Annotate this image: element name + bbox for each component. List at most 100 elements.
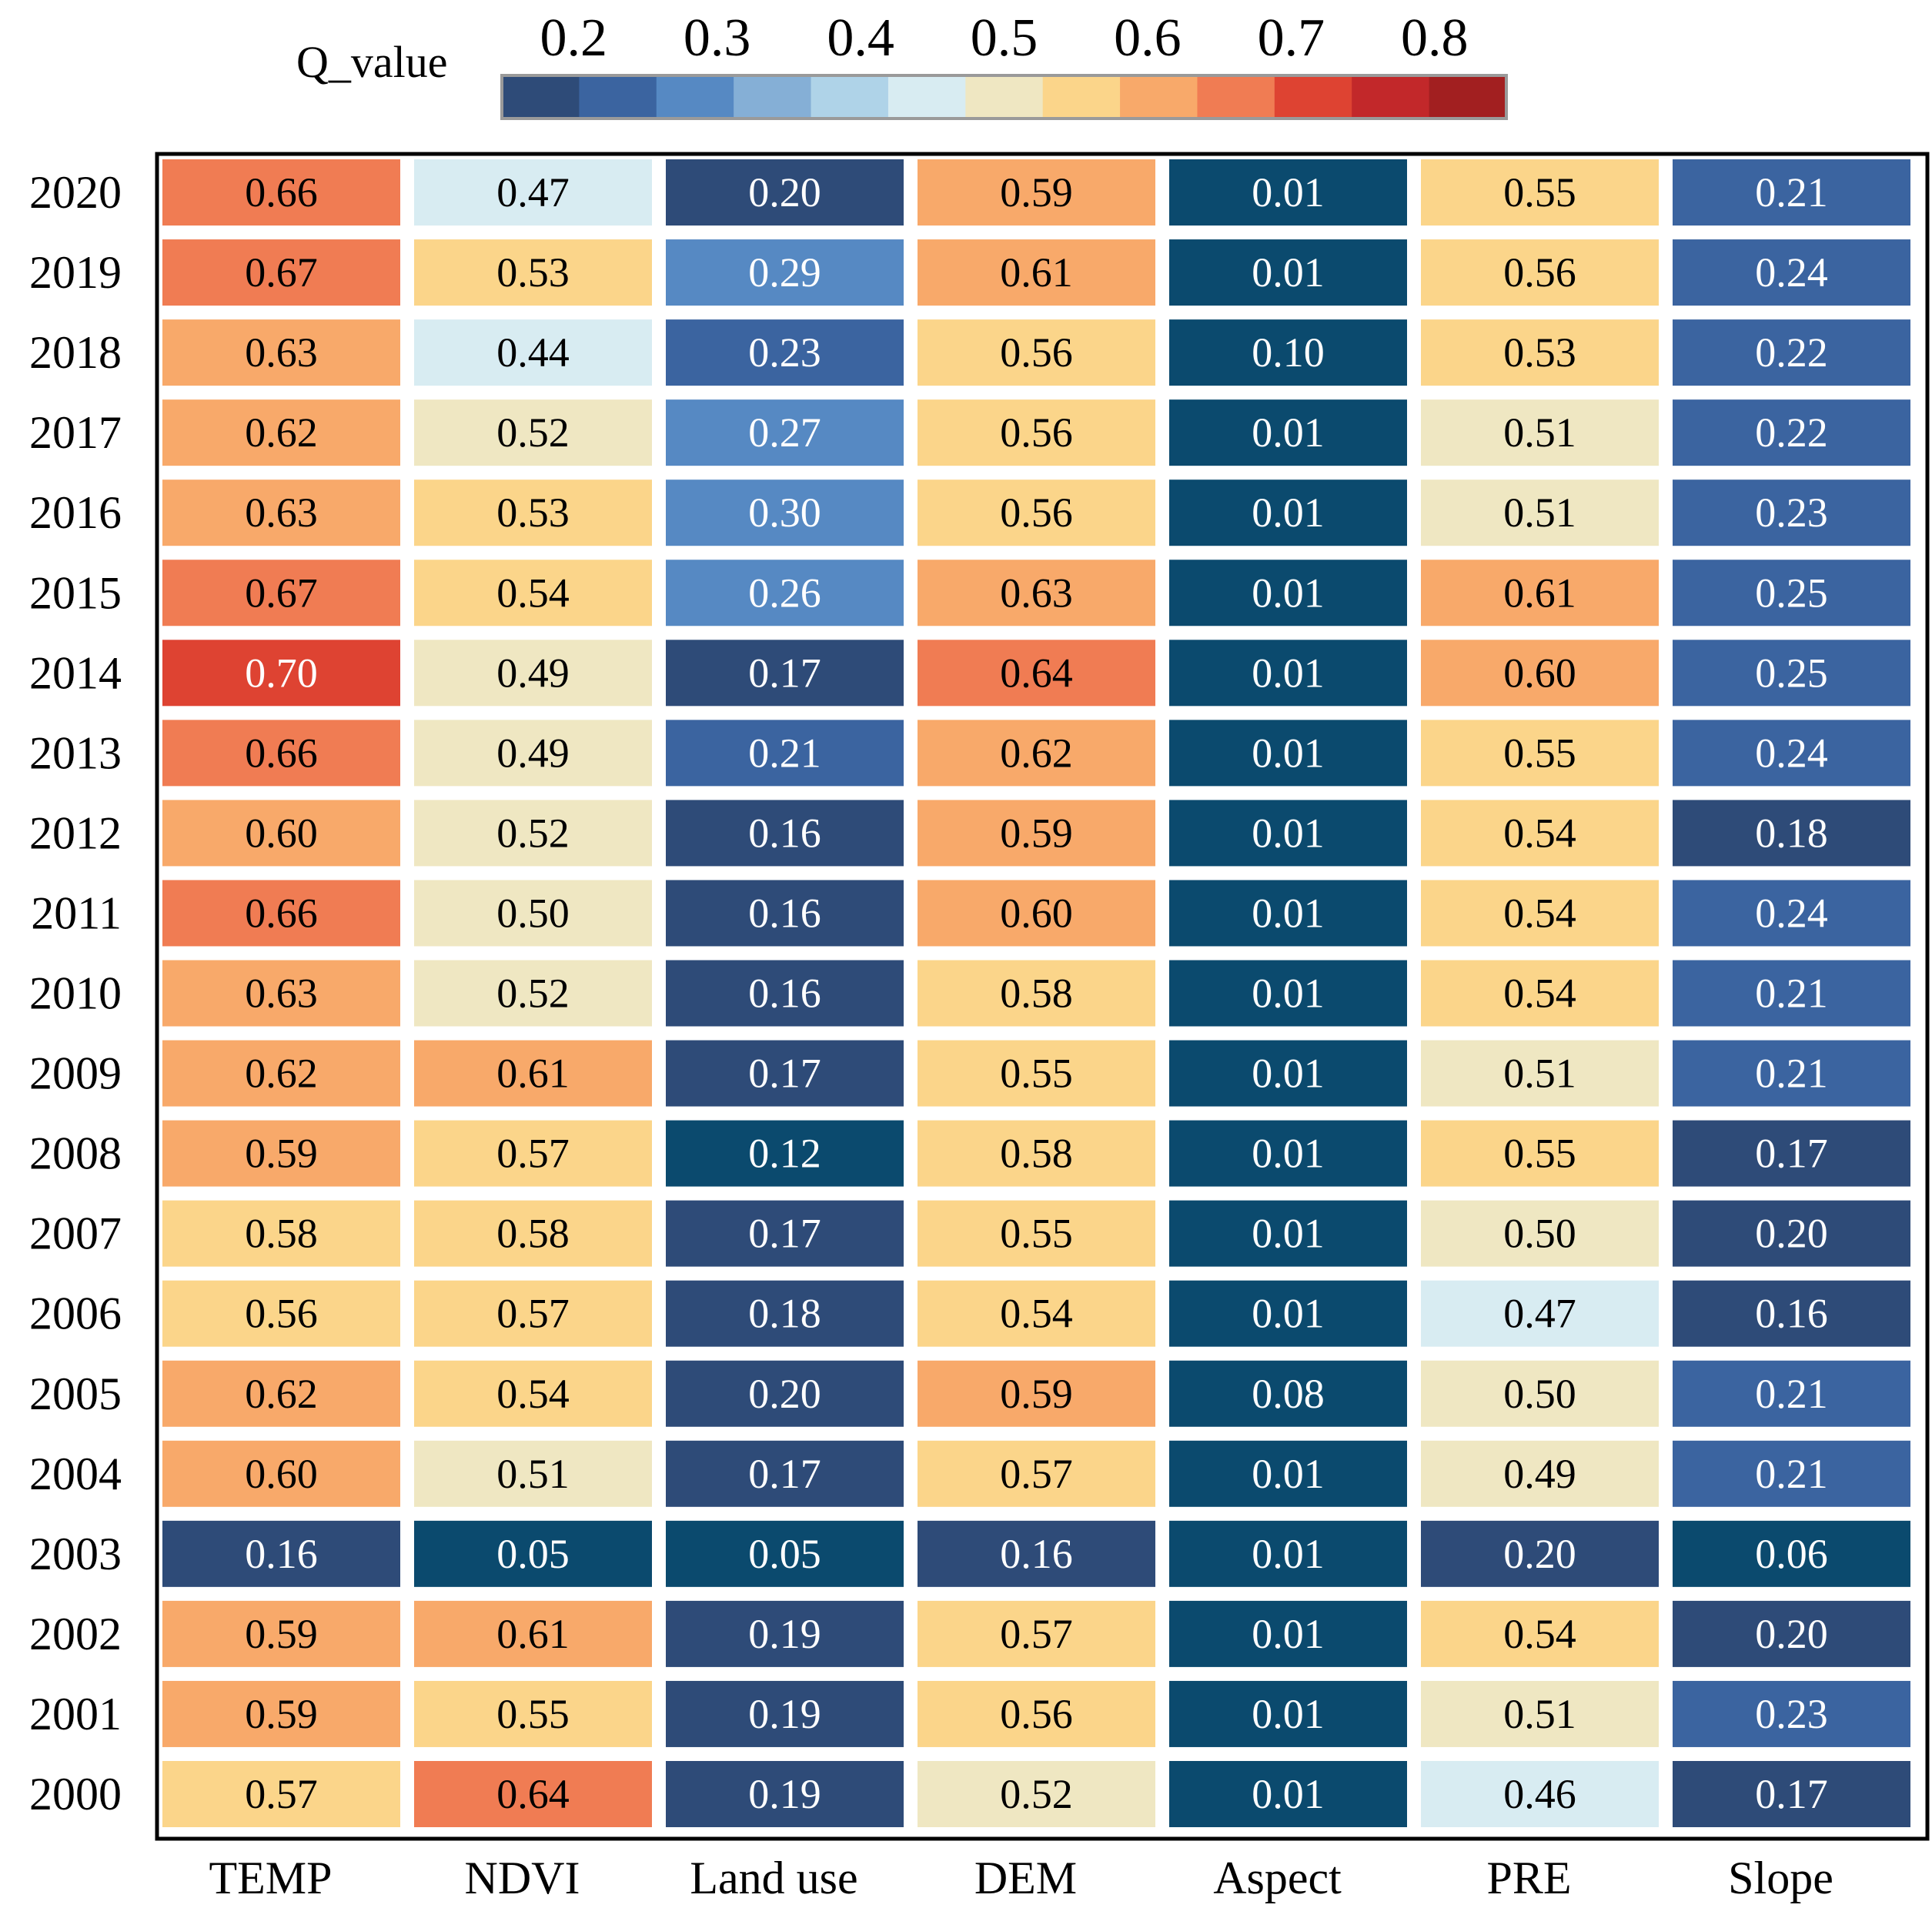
colorbar-tick-label: 0.8 (1401, 8, 1469, 68)
heatmap-cell-value: 0.44 (496, 329, 570, 376)
colorbar-swatch (1429, 75, 1507, 119)
heatmap-cell-value: 0.16 (748, 810, 821, 856)
colorbar-tick-label: 0.6 (1114, 8, 1182, 68)
heatmap-cell (918, 1600, 1155, 1667)
heatmap-cell (414, 960, 652, 1027)
heatmap-cell-value: 0.56 (1000, 490, 1073, 536)
heatmap-cell-value: 0.62 (245, 1051, 318, 1097)
row-label: 2013 (29, 727, 122, 778)
heatmap-cell-value: 0.54 (1503, 1611, 1576, 1657)
heatmap-cell (918, 1120, 1155, 1187)
colorbar-swatch (887, 75, 966, 119)
heatmap-cell-value: 0.57 (1000, 1451, 1073, 1497)
heatmap-cell (1673, 399, 1910, 466)
row-label: 2018 (29, 327, 122, 378)
heatmap-cell (162, 960, 400, 1027)
heatmap-cell (1673, 1200, 1910, 1267)
row-label: 2001 (29, 1689, 122, 1739)
heatmap-cell (414, 159, 652, 226)
colorbar-tick-label: 0.7 (1258, 8, 1325, 68)
heatmap-cell (414, 560, 652, 627)
heatmap-cell (162, 880, 400, 947)
heatmap-cell-value: 0.66 (245, 730, 318, 776)
heatmap-cell (666, 239, 904, 306)
heatmap-cell (1673, 1440, 1910, 1507)
heatmap-cell (414, 880, 652, 947)
heatmap-cell (918, 159, 1155, 226)
heatmap-cell (1421, 319, 1659, 386)
colorbar-swatch (1352, 75, 1430, 119)
heatmap-cell-value: 0.50 (1503, 1211, 1576, 1257)
heatmap-cell (1673, 800, 1910, 867)
row-label: 2005 (29, 1368, 122, 1419)
heatmap-cell (162, 1200, 400, 1267)
heatmap-cell (666, 1600, 904, 1667)
heatmap-cell (918, 1280, 1155, 1347)
heatmap-cell (1421, 1040, 1659, 1107)
heatmap-cell (918, 800, 1155, 867)
heatmap-cell-value: 0.59 (245, 1691, 318, 1737)
heatmap-cell-value: 0.56 (1000, 329, 1073, 376)
heatmap-cell-value: 0.26 (748, 570, 821, 616)
heatmap-cell-value: 0.16 (245, 1531, 318, 1577)
heatmap-cell-value: 0.05 (496, 1531, 570, 1577)
heatmap-cell-value: 0.22 (1755, 329, 1828, 376)
colorbar-swatch (1197, 75, 1275, 119)
heatmap-cell (666, 800, 904, 867)
row-label: 2009 (29, 1048, 122, 1099)
heatmap-cell (1169, 1440, 1407, 1507)
heatmap-cell (918, 1040, 1155, 1107)
heatmap-cell (1421, 239, 1659, 306)
heatmap-cell (918, 720, 1155, 787)
heatmap-cell-value: 0.61 (1000, 249, 1073, 296)
heatmap-cell-value: 0.16 (748, 971, 821, 1017)
heatmap-cell-value: 0.06 (1755, 1531, 1828, 1577)
heatmap-cell (1673, 720, 1910, 787)
heatmap-cell-value: 0.21 (748, 730, 821, 776)
heatmap-cell (1673, 480, 1910, 546)
heatmap-cell-value: 0.53 (1503, 329, 1576, 376)
heatmap-cell-value: 0.24 (1755, 249, 1828, 296)
heatmap-cell-value: 0.52 (496, 409, 570, 456)
row-label: 2006 (29, 1288, 122, 1339)
heatmap-cell-value: 0.52 (496, 971, 570, 1017)
heatmap-cell-value: 0.58 (245, 1211, 318, 1257)
heatmap-cell (414, 1040, 652, 1107)
heatmap-cell-value: 0.60 (245, 1451, 318, 1497)
heatmap-cell-value: 0.57 (496, 1291, 570, 1337)
heatmap-cell-value: 0.60 (1503, 650, 1576, 696)
heatmap-cell-value: 0.50 (496, 890, 570, 936)
heatmap-cell-value: 0.56 (1000, 409, 1073, 456)
heatmap-cell (1673, 1040, 1910, 1107)
heatmap-cell (414, 399, 652, 466)
heatmap-cell-value: 0.17 (1755, 1131, 1828, 1177)
heatmap-cell-value: 0.01 (1252, 570, 1325, 616)
heatmap-cell-value: 0.59 (1000, 810, 1073, 856)
heatmap-cell (414, 1440, 652, 1507)
heatmap-cell-value: 0.58 (1000, 971, 1073, 1017)
heatmap-cell (918, 560, 1155, 627)
heatmap-cell-value: 0.19 (748, 1771, 821, 1817)
heatmap-cell (162, 480, 400, 546)
heatmap-cell-value: 0.55 (496, 1691, 570, 1737)
colorbar-tick-label: 0.2 (540, 8, 607, 68)
heatmap-cell (1421, 159, 1659, 226)
heatmap-cell-value: 0.51 (1503, 490, 1576, 536)
heatmap-cell (414, 640, 652, 707)
heatmap-cell-value: 0.20 (1503, 1531, 1576, 1577)
heatmap-cell-value: 0.55 (1503, 1131, 1576, 1177)
heatmap-cell-value: 0.59 (245, 1131, 318, 1177)
heatmap-cell (1673, 239, 1910, 306)
heatmap-cell (1421, 1120, 1659, 1187)
heatmap-cell (666, 560, 904, 627)
colorbar-tick-label: 0.3 (684, 8, 751, 68)
heatmap-cell-value: 0.16 (1000, 1531, 1073, 1577)
heatmap-cell (1421, 1520, 1659, 1587)
heatmap-cell-value: 0.62 (245, 1371, 318, 1417)
heatmap-cell-value: 0.01 (1252, 169, 1325, 216)
heatmap-cell (1421, 720, 1659, 787)
heatmap-cell-value: 0.25 (1755, 650, 1828, 696)
heatmap-cell-value: 0.66 (245, 169, 318, 216)
heatmap-cell-value: 0.60 (1000, 890, 1073, 936)
